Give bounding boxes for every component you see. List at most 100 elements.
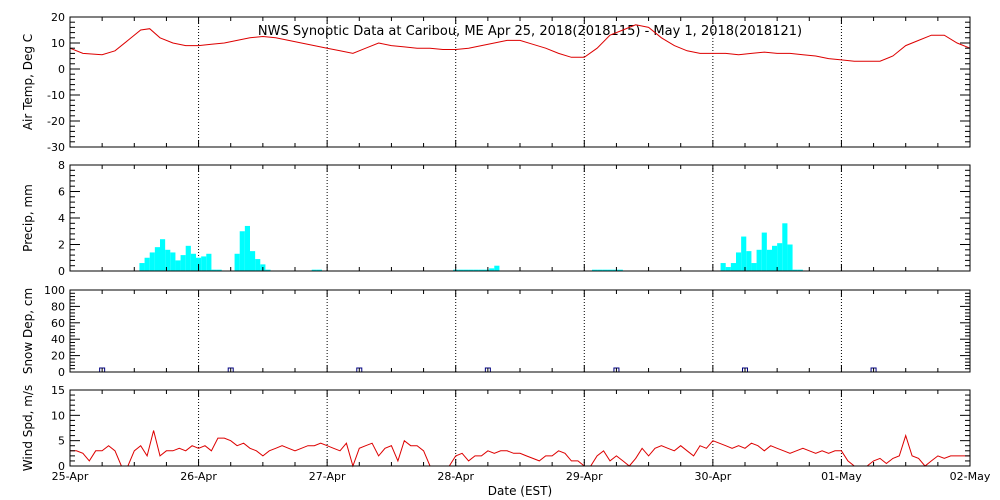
precip-bar	[607, 269, 613, 271]
panel-2: 0 2 4 6 8 Precip, mm	[21, 159, 971, 278]
y-tick-label: 20	[51, 350, 65, 363]
precip-bar	[201, 256, 207, 271]
precip-bar	[311, 269, 317, 271]
precip-bar	[244, 225, 250, 271]
x-tick-label: 26-Apr	[180, 470, 217, 483]
y-tick-label: 0	[58, 366, 65, 379]
precip-bar	[239, 231, 245, 271]
x-tick-label: 25-Apr	[52, 470, 89, 483]
precip-bar	[787, 244, 793, 271]
precip-bar	[797, 269, 803, 271]
precip-bar	[206, 253, 212, 271]
precip-bar	[216, 269, 222, 271]
y-tick-label: 20	[51, 11, 65, 24]
precip-bar	[180, 255, 186, 271]
panels: -30 -20 -10 0 10 20 Air Temp, Deg C 0 2 4 6 8 Precip…	[21, 11, 971, 473]
precip-bar	[736, 252, 742, 271]
chart-title: NWS Synoptic Data at Caribou, ME Apr 25,…	[258, 24, 802, 39]
panel-3: 0 20 40 60 80 100 Snow Dep, cm	[21, 284, 971, 379]
precip-bar	[170, 252, 176, 271]
precip-bar	[792, 269, 798, 271]
precip-bar	[234, 253, 240, 271]
precip-bar	[484, 269, 490, 271]
precip-bar	[185, 245, 191, 271]
precip-bar	[777, 243, 783, 271]
x-axis-tick-labels: 25-Apr 26-Apr 27-Apr 28-Apr 29-Apr 30-Apr 01-M…	[52, 470, 991, 483]
precip-bar	[741, 236, 747, 271]
y-tick-label: 0	[58, 460, 65, 473]
panel-1: -30 -20 -10 0 10 20 Air Temp, Deg C	[21, 11, 971, 154]
y-tick-label: 8	[58, 159, 65, 172]
panel-4: 0 5 10 15 Wind Spd, m/s	[21, 384, 971, 473]
precip-bar	[211, 269, 217, 271]
air-temp-line	[69, 24, 971, 62]
y-tick-label: 2	[58, 239, 65, 252]
precip-bar	[746, 251, 752, 271]
precip-bar	[730, 263, 736, 271]
x-tick-label: 29-Apr	[566, 470, 603, 483]
precip-bar	[255, 259, 261, 271]
y-axis-label: Air Temp, Deg C	[21, 34, 35, 130]
precip-bar	[761, 232, 767, 271]
precip-bar	[190, 253, 196, 271]
precip-bar	[592, 269, 598, 271]
x-tick-label: 27-Apr	[309, 470, 346, 483]
y-tick-label: 0	[58, 63, 65, 76]
y-axis-label: Precip, mm	[21, 184, 35, 252]
y-axis-label: Wind Spd, m/s	[21, 385, 35, 471]
precip-bar	[489, 268, 495, 271]
precip-bar	[478, 269, 484, 271]
precip-bar	[766, 249, 772, 271]
y-tick-label: 40	[51, 333, 65, 346]
precip-bar	[316, 269, 322, 271]
y-tick-label: -10	[47, 89, 65, 102]
y-tick-label: 100	[44, 284, 65, 297]
precip-bar	[494, 265, 500, 271]
precip-bar	[463, 269, 469, 271]
precip-bar	[772, 245, 778, 271]
y-tick-label: 5	[58, 435, 65, 448]
y-tick-label: 6	[58, 186, 65, 199]
x-tick-label: 02-May	[950, 470, 991, 483]
precip-bar	[154, 247, 160, 271]
wind-speed-line	[70, 430, 970, 468]
panel-frame	[69, 164, 971, 272]
precip-bar	[597, 269, 603, 271]
precip-bar	[602, 269, 608, 271]
precip-bar	[473, 269, 479, 271]
y-tick-label: 10	[51, 409, 65, 422]
y-axis-label: Snow Dep, cm	[21, 288, 35, 374]
x-tick-label: 01-May	[821, 470, 862, 483]
y-tick-label: 60	[51, 317, 65, 330]
precip-bar	[165, 249, 171, 271]
precip-bar	[617, 269, 623, 271]
precip-bar	[250, 251, 256, 271]
precip-bar	[756, 249, 762, 271]
x-axis-label: Date (EST)	[488, 484, 552, 498]
precip-bar	[139, 263, 145, 271]
precip-bar	[265, 269, 271, 271]
x-tick-label: 28-Apr	[437, 470, 474, 483]
precip-bar	[751, 263, 757, 271]
y-tick-label: 4	[58, 212, 65, 225]
y-tick-label: 15	[51, 384, 65, 397]
precip-bar	[720, 263, 726, 271]
panel-frame	[69, 289, 971, 373]
panel-frame	[69, 389, 971, 467]
precip-bar	[612, 269, 618, 271]
y-tick-label: -20	[47, 115, 65, 128]
y-tick-label: 10	[51, 37, 65, 50]
precip-bar	[468, 269, 474, 271]
precip-bar	[458, 269, 464, 271]
precip-bar	[149, 252, 155, 271]
y-tick-label: -30	[47, 141, 65, 154]
precip-bar	[144, 257, 150, 271]
y-tick-label: 0	[58, 265, 65, 278]
y-tick-label: 80	[51, 300, 65, 313]
precip-bar	[160, 239, 166, 271]
precip-bar	[725, 267, 731, 271]
x-tick-label: 30-Apr	[694, 470, 731, 483]
precip-bar	[782, 223, 788, 271]
precip-bar	[175, 260, 181, 271]
